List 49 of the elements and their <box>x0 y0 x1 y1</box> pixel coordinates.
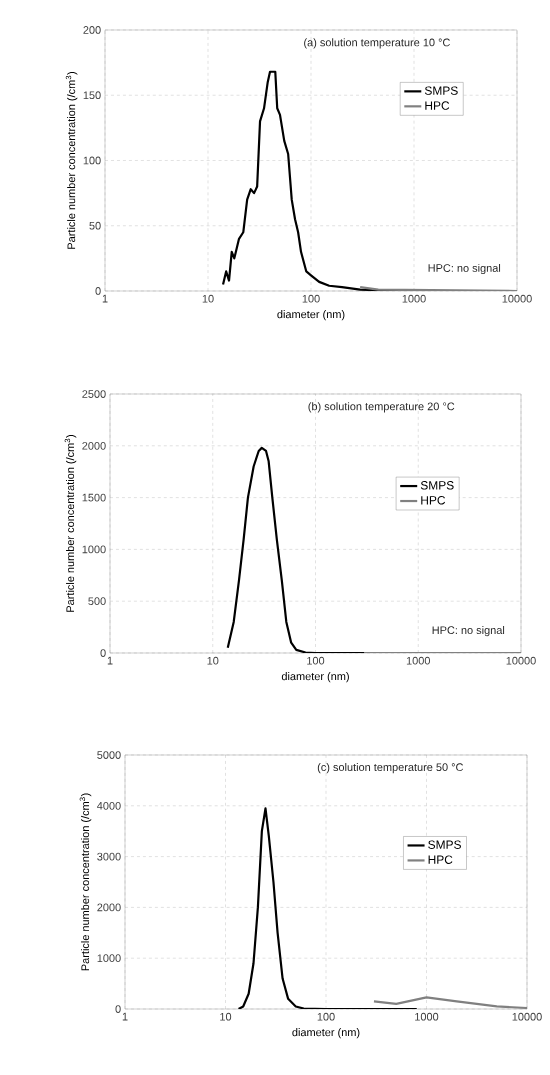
legend-label: SMPS <box>428 840 461 849</box>
x-tick-label: 1000 <box>406 656 430 665</box>
legend-label: SMPS <box>424 86 458 95</box>
annotation: HPC: no signal <box>428 263 501 275</box>
text: (c) solution temperature 50 °C <box>317 763 464 774</box>
x-tick-label: 10000 <box>502 294 532 303</box>
x-tick-label: 100 <box>317 1012 335 1021</box>
y-tick-label: 0 <box>95 287 101 295</box>
x-tick-label: 10 <box>220 1012 232 1021</box>
y-tick-label: 3000 <box>97 852 121 861</box>
text: (b) solution temperature 20 °C <box>308 402 455 413</box>
y-tick-label: 1000 <box>97 954 121 963</box>
legend-label: HPC <box>428 855 453 864</box>
annotation: HPC: no signal <box>432 625 505 637</box>
y-tick-label: 200 <box>83 26 101 34</box>
y-tick-label: 150 <box>83 91 101 100</box>
legend-label: HPC <box>425 101 450 110</box>
y-tick-label: 2500 <box>82 390 106 398</box>
y-tick-label: 0 <box>115 1005 121 1013</box>
y-axis-title: Particle number concentration (/cm$^{3}$) <box>79 793 92 971</box>
x-tick-label: 1000 <box>402 294 426 303</box>
x-tick-label: 10 <box>202 294 214 303</box>
x-tick-label: 1 <box>107 656 113 665</box>
x-tick-label: 1000 <box>415 1012 439 1021</box>
y-tick-label: 1500 <box>82 493 106 502</box>
y-tick-label: 2000 <box>82 441 106 450</box>
legend-label: SMPS <box>420 481 454 490</box>
x-tick-label: 10 <box>207 656 219 665</box>
y-tick-label: 0 <box>100 649 106 657</box>
text: (a) solution temperature 10 °C <box>304 38 450 49</box>
y-tick-label: 4000 <box>97 801 121 810</box>
y-tick-label: 2000 <box>97 903 121 912</box>
y-tick-label: 50 <box>89 221 101 230</box>
y-tick-label: 500 <box>88 597 106 606</box>
x-tick-label: 100 <box>302 294 320 303</box>
y-tick-label: 5000 <box>97 751 121 759</box>
x-axis-title: diameter (nm) <box>277 310 345 321</box>
x-tick-label: 1 <box>102 294 108 303</box>
y-axis-title: Particle number concentration (/cm$^{3}$) <box>65 72 78 249</box>
x-tick-label: 10000 <box>512 1012 542 1021</box>
x-tick-label: 10000 <box>506 656 536 665</box>
y-tick-label: 100 <box>83 156 101 165</box>
y-axis-title: Particle number concentration (/cm$^{3}$) <box>64 435 77 612</box>
y-tick-label: 1000 <box>82 545 106 554</box>
x-tick-label: 100 <box>307 656 325 665</box>
x-tick-label: 1 <box>122 1012 128 1021</box>
x-axis-title: diameter (nm) <box>292 1028 360 1039</box>
legend-label: HPC <box>421 496 446 505</box>
x-axis-title: diameter (nm) <box>281 672 349 683</box>
